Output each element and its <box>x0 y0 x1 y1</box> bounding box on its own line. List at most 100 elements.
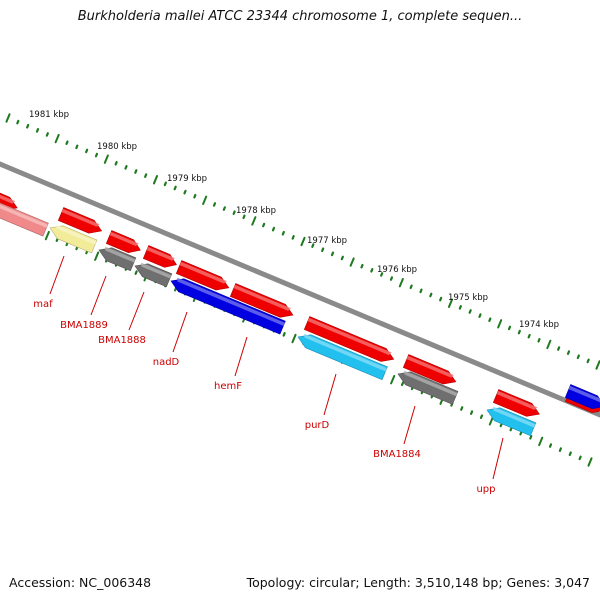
outer-ruler-tick <box>557 346 561 351</box>
topology-value: circular <box>309 575 356 590</box>
gene-arrow <box>170 278 286 335</box>
inner-ruler-tick <box>94 251 100 261</box>
outer-ruler-tick <box>537 338 541 343</box>
inner-ruler-tick <box>568 451 572 457</box>
gene-arrow <box>98 247 137 272</box>
gene-label: upp <box>476 484 495 495</box>
outer-ruler-tick <box>262 222 266 228</box>
backbone-line <box>0 161 600 418</box>
outer-ruler-tick <box>595 360 600 370</box>
outer-ruler-tick <box>281 230 285 236</box>
accession-value: NC_006348 <box>79 575 152 590</box>
inner-ruler-tick <box>519 430 523 436</box>
gene-label: maf <box>33 299 53 310</box>
outer-ruler-tick <box>124 165 128 170</box>
inner-ruler-tick <box>291 333 297 344</box>
inner-ruler-tick <box>578 455 582 461</box>
outer-ruler-tick <box>330 251 335 257</box>
outer-ruler-tick <box>35 128 40 133</box>
outer-ruler-tick <box>291 235 295 240</box>
outer-ruler-tick <box>173 185 177 191</box>
gene-arrow-highlight <box>304 333 387 372</box>
ruler-label: 1980 kbp <box>97 142 137 152</box>
inner-ruler-tick <box>479 414 484 420</box>
outer-ruler-tick <box>251 216 257 226</box>
inner-ruler-tick <box>390 374 396 385</box>
gene-arrow <box>49 225 98 254</box>
gene-arrow-highlight <box>61 208 100 227</box>
gene-arrow-highlight <box>109 231 139 247</box>
outer-ruler-tick <box>5 113 11 123</box>
gene-label-leader <box>323 373 337 416</box>
ruler-label: 1975 kbp <box>448 293 488 303</box>
outer-ruler-tick <box>222 206 226 211</box>
gene-label-leader <box>90 275 107 316</box>
genes-label: Genes: <box>506 575 551 590</box>
gene-arrow-highlight <box>141 262 172 279</box>
inner-ruler-tick <box>282 332 286 337</box>
gene-arrow-highlight <box>56 224 97 245</box>
outer-ruler-tick <box>242 214 246 220</box>
outer-ruler-tick <box>586 358 590 364</box>
ruler-label: 1981 kbp <box>29 110 69 120</box>
gene-arrow-highlight <box>496 390 538 410</box>
inner-ruler-tick <box>400 381 405 387</box>
gene-arrow-highlight <box>177 277 285 326</box>
gene-arrow-highlight <box>568 385 600 403</box>
outer-ruler-tick <box>212 202 217 207</box>
topology-label: Topology: <box>246 575 306 590</box>
outer-ruler-tick <box>468 309 472 314</box>
map-title: Burkholderia mallei ATCC 23344 chromosom… <box>77 9 523 24</box>
outer-ruler-tick <box>419 288 423 294</box>
outer-ruler-tick <box>75 144 79 150</box>
accession-label: Accession: <box>9 575 76 590</box>
gene-arrow-highlight <box>105 246 136 263</box>
gene-features <box>0 192 600 437</box>
inner-ruler-tick <box>469 410 474 415</box>
outer-ruler-tick <box>566 350 571 355</box>
outer-ruler-tick <box>340 255 344 261</box>
gene-arrow-highlight <box>179 261 227 284</box>
gene-arrow <box>134 263 173 288</box>
outer-ruler-tick <box>202 195 208 206</box>
ruler-label: 1974 kbp <box>519 320 559 330</box>
gene-label: nadD <box>153 357 180 368</box>
outer-ruler-tick <box>488 317 492 323</box>
ruler-label: 1977 kbp <box>307 236 347 246</box>
gene-label: BMA1889 <box>60 320 108 331</box>
gene-arrow-highlight <box>406 355 454 378</box>
genes-value: 3,047 <box>554 575 590 590</box>
length-value: 3,510,148 bp <box>414 575 499 590</box>
outer-ruler-tick <box>546 339 552 350</box>
gene-arrow <box>486 407 537 437</box>
outer-ruler-tick <box>370 268 374 273</box>
gene-arrow-highlight <box>493 406 536 428</box>
ruler-label: 1976 kbp <box>377 265 417 275</box>
outer-ruler-tick <box>54 133 60 144</box>
outer-ruler-tick <box>114 160 118 166</box>
outer-ruler-tick <box>349 257 355 267</box>
inner-ruler-tick <box>529 435 533 440</box>
outer-ruler-tick <box>94 152 99 158</box>
gene-arrow-highlight <box>404 370 458 397</box>
outer-ruler-tick <box>507 325 512 331</box>
outer-ruler-tick <box>429 292 433 298</box>
outer-ruler-tick <box>389 276 394 281</box>
outer-ruler-tick <box>321 247 325 253</box>
ruler-labels: 1981 kbp 1980 kbp 1979 kbp 1978 kbp 1977 kbp… <box>29 110 559 330</box>
outer-ruler-tick <box>152 175 159 185</box>
gene-label-leader <box>49 255 65 295</box>
length-label: Length: <box>363 575 411 590</box>
outer-ruler-tick <box>103 154 109 164</box>
genome-summary: Topology: circular; Length: 3,510,148 bp… <box>246 575 590 590</box>
inner-ruler-tick <box>548 443 553 448</box>
gene-label: purD <box>305 420 330 431</box>
inner-ruler-tick <box>44 230 50 241</box>
outer-ruler-tick <box>380 272 384 277</box>
inner-ruler-tick <box>538 436 544 447</box>
outer-ruler-tick <box>16 119 20 125</box>
outer-ruler-tick <box>458 305 462 310</box>
gene-arrow-highlight <box>0 204 48 228</box>
ruler-label: 1978 kbp <box>236 206 276 216</box>
outer-ruler-tick <box>183 189 187 195</box>
